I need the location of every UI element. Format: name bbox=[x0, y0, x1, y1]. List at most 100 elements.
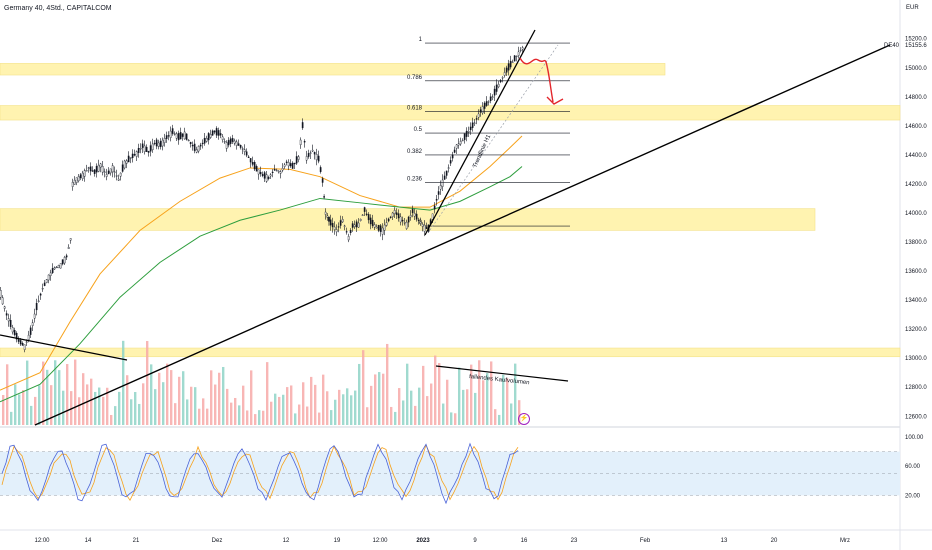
candle-body bbox=[313, 152, 316, 155]
candle-body bbox=[97, 164, 100, 172]
candle-body bbox=[375, 226, 378, 229]
candle-body bbox=[135, 151, 138, 157]
volume-bar bbox=[310, 376, 313, 425]
candle-body bbox=[495, 84, 498, 92]
candle-body bbox=[383, 224, 386, 231]
candle-body bbox=[129, 157, 132, 159]
candle-body bbox=[255, 166, 258, 172]
candle-body bbox=[365, 213, 368, 215]
lightning-icon[interactable]: ⚡ bbox=[518, 413, 530, 425]
candle-body bbox=[5, 313, 8, 316]
candle-body bbox=[205, 137, 208, 142]
volume-bar bbox=[130, 399, 133, 425]
candle-body bbox=[91, 170, 94, 172]
volume-bar bbox=[342, 394, 345, 425]
volume-bar bbox=[102, 396, 105, 425]
fib-level-label: 0 bbox=[419, 220, 423, 226]
time-tick-label: 16 bbox=[521, 538, 528, 544]
candle-body bbox=[27, 334, 30, 341]
candle-body bbox=[347, 236, 350, 241]
candle-body bbox=[491, 96, 494, 98]
volume-bar bbox=[390, 406, 393, 425]
candle-body bbox=[7, 318, 10, 322]
candle-body bbox=[119, 172, 122, 177]
candle-body bbox=[11, 327, 14, 333]
volume-bar bbox=[14, 384, 17, 425]
candle-body bbox=[385, 222, 388, 226]
candle-body bbox=[87, 167, 90, 169]
volume-bar bbox=[386, 343, 389, 425]
volume-bar bbox=[218, 372, 221, 425]
candle-body bbox=[379, 225, 382, 232]
volume-bar bbox=[174, 403, 177, 425]
candle-body bbox=[159, 140, 162, 148]
candle-body bbox=[269, 174, 272, 177]
candle-body bbox=[209, 134, 212, 138]
volume-bar bbox=[318, 412, 321, 425]
candle-body bbox=[121, 164, 124, 172]
volume-bar bbox=[350, 395, 353, 425]
candle-body bbox=[69, 238, 72, 241]
candle-body bbox=[341, 219, 344, 223]
candle-body bbox=[189, 142, 192, 145]
candle-body bbox=[287, 162, 290, 167]
volume-bar bbox=[506, 378, 509, 425]
volume-bar bbox=[478, 360, 481, 425]
candle-body bbox=[235, 141, 238, 146]
candle-body bbox=[483, 102, 486, 109]
time-tick-label: 21 bbox=[133, 538, 140, 544]
candle-body bbox=[393, 210, 396, 214]
candle-body bbox=[117, 178, 120, 181]
candle-body bbox=[147, 150, 150, 153]
candle-body bbox=[324, 211, 327, 215]
candle-body bbox=[339, 220, 342, 226]
candle-body bbox=[21, 343, 24, 346]
candle-body bbox=[229, 138, 232, 144]
volume-bar bbox=[306, 406, 309, 425]
candle-body bbox=[151, 143, 154, 151]
volume-bar bbox=[394, 411, 397, 425]
candle-body bbox=[155, 139, 158, 147]
volume-bar bbox=[182, 371, 185, 425]
candle-body bbox=[213, 130, 216, 133]
volume-bar bbox=[494, 409, 497, 425]
candle-body bbox=[267, 176, 270, 179]
last-price-label: 15155.6 bbox=[905, 43, 927, 49]
volume-bar bbox=[90, 378, 93, 425]
volume-bar bbox=[66, 364, 69, 425]
candle-body bbox=[271, 171, 274, 174]
volume-bar bbox=[146, 341, 149, 425]
candle-body bbox=[281, 167, 284, 171]
candle-body bbox=[125, 160, 128, 164]
volume-bar bbox=[502, 374, 505, 425]
candle-body bbox=[17, 339, 20, 342]
time-tick-label: Dez bbox=[212, 538, 223, 544]
candle-body bbox=[115, 175, 118, 177]
candle-body bbox=[357, 222, 360, 228]
candle-body bbox=[39, 293, 42, 296]
price-tick-label: 14200.0 bbox=[905, 182, 927, 188]
volume-bar bbox=[410, 390, 413, 425]
volume-bar bbox=[422, 365, 425, 425]
candle-body bbox=[367, 214, 370, 221]
candle-body bbox=[247, 156, 250, 158]
candle-body bbox=[55, 266, 58, 269]
candle-body bbox=[59, 263, 62, 269]
candle-body bbox=[391, 212, 394, 218]
volume-bar bbox=[382, 373, 385, 425]
volume-bar bbox=[126, 375, 129, 425]
candle-body bbox=[461, 139, 464, 142]
candle-body bbox=[521, 47, 524, 50]
candle-body bbox=[19, 340, 22, 345]
candle-body bbox=[363, 207, 366, 212]
time-tick-label: 12:00 bbox=[34, 538, 50, 544]
candle-body bbox=[233, 140, 236, 144]
candle-body bbox=[113, 171, 116, 173]
volume-bar bbox=[418, 387, 421, 425]
volume-bar bbox=[414, 405, 417, 425]
parallel-channel bbox=[429, 44, 559, 231]
candle-body bbox=[109, 168, 112, 174]
candle-body bbox=[83, 170, 86, 177]
volume-bar bbox=[370, 385, 373, 425]
